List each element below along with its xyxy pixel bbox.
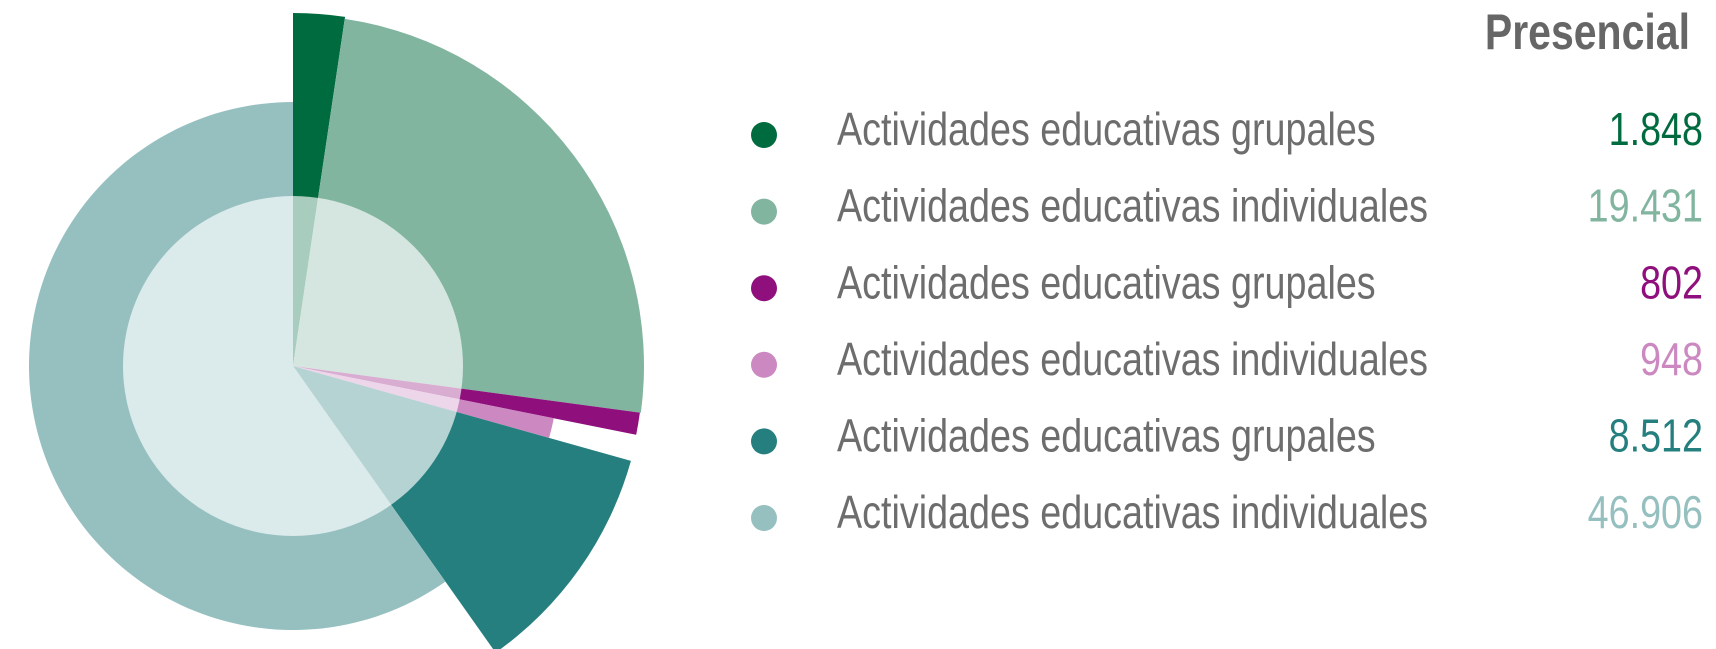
legend-label: Actividades educativas grupales xyxy=(837,257,1376,308)
legend-marker xyxy=(751,275,777,302)
legend-label: Actividades educativas individuales xyxy=(837,333,1428,384)
legend-label: Actividades educativas grupales xyxy=(837,104,1376,155)
value-label: 46.906 xyxy=(1588,487,1703,538)
legend-marker xyxy=(751,351,777,378)
chart-title: Presencial xyxy=(1485,4,1690,60)
value-label: 948 xyxy=(1640,333,1703,384)
inner-overlay xyxy=(123,196,463,536)
legend-marker xyxy=(751,428,777,455)
value-label: 19.431 xyxy=(1588,180,1703,231)
value-label: 8.512 xyxy=(1609,410,1703,461)
legend-label: Actividades educativas individuales xyxy=(837,180,1428,231)
legend-label: Actividades educativas grupales xyxy=(837,410,1376,461)
legend-marker xyxy=(751,122,777,148)
legend: Actividades educativas grupales 1.848 Acti… xyxy=(751,104,1703,538)
legend-marker xyxy=(751,505,777,531)
value-label: 802 xyxy=(1640,257,1703,308)
legend-label: Actividades educativas individuales xyxy=(837,487,1428,538)
pie xyxy=(29,13,644,649)
legend-marker xyxy=(751,198,777,225)
value-label: 1.848 xyxy=(1609,104,1703,155)
